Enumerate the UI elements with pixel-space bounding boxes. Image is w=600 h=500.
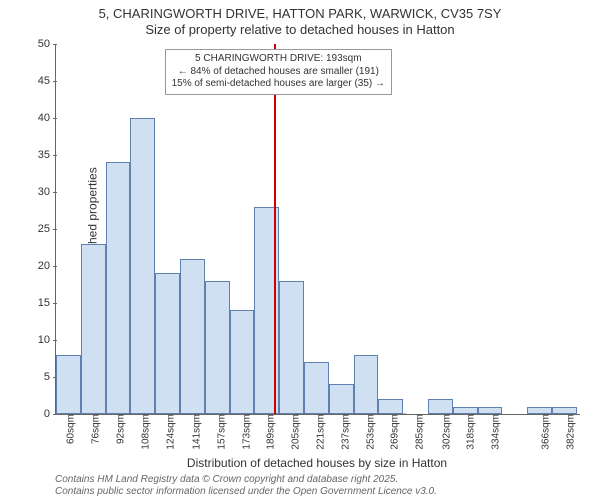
y-tick: 25 bbox=[25, 223, 56, 235]
histogram-bar bbox=[478, 407, 503, 414]
histogram-bar bbox=[453, 407, 478, 414]
chart-title-main: 5, CHARINGWORTH DRIVE, HATTON PARK, WARW… bbox=[0, 6, 600, 21]
chart-title-sub: Size of property relative to detached ho… bbox=[0, 22, 600, 37]
y-tick: 45 bbox=[25, 75, 56, 87]
histogram-bar bbox=[428, 399, 453, 414]
x-tick: 382sqm bbox=[559, 414, 576, 450]
x-tick: 60sqm bbox=[60, 414, 77, 444]
x-tick: 173sqm bbox=[235, 414, 252, 450]
attribution-line2: Contains public sector information licen… bbox=[55, 486, 437, 498]
x-tick: 253sqm bbox=[359, 414, 376, 450]
histogram-bar bbox=[155, 273, 180, 414]
annotation-line3: 15% of semi-detached houses are larger (… bbox=[172, 78, 385, 91]
histogram-bar bbox=[106, 162, 131, 414]
histogram-bar bbox=[180, 259, 205, 414]
x-tick: 108sqm bbox=[134, 414, 151, 450]
attribution-line1: Contains HM Land Registry data © Crown c… bbox=[55, 474, 437, 486]
plot-area: 5 CHARINGWORTH DRIVE: 193sqm ← 84% of de… bbox=[55, 44, 580, 415]
x-tick: 237sqm bbox=[334, 414, 351, 450]
y-tick: 30 bbox=[25, 186, 56, 198]
x-tick: 302sqm bbox=[435, 414, 452, 450]
x-tick: 318sqm bbox=[460, 414, 477, 450]
y-tick: 0 bbox=[25, 408, 56, 420]
x-tick: 141sqm bbox=[185, 414, 202, 450]
reference-line bbox=[274, 44, 276, 414]
histogram-bar bbox=[56, 355, 81, 414]
annotation-line1: 5 CHARINGWORTH DRIVE: 193sqm bbox=[172, 53, 385, 66]
histogram-bar bbox=[81, 244, 106, 414]
x-tick: 285sqm bbox=[409, 414, 426, 450]
x-tick: 124sqm bbox=[159, 414, 176, 450]
annotation-line2: ← 84% of detached houses are smaller (19… bbox=[172, 66, 385, 79]
histogram-bar bbox=[378, 399, 403, 414]
y-tick: 50 bbox=[25, 38, 56, 50]
y-tick: 40 bbox=[25, 112, 56, 124]
annotation-box: 5 CHARINGWORTH DRIVE: 193sqm ← 84% of de… bbox=[165, 49, 392, 95]
y-tick: 20 bbox=[25, 260, 56, 272]
chart-container: 5, CHARINGWORTH DRIVE, HATTON PARK, WARW… bbox=[0, 0, 600, 500]
y-tick: 15 bbox=[25, 297, 56, 309]
histogram-bar bbox=[230, 310, 255, 414]
x-tick: 221sqm bbox=[310, 414, 327, 450]
histogram-bar bbox=[205, 281, 230, 414]
y-tick: 5 bbox=[25, 371, 56, 383]
x-tick: 205sqm bbox=[285, 414, 302, 450]
x-tick: 92sqm bbox=[110, 414, 127, 444]
x-tick: 76sqm bbox=[85, 414, 102, 444]
histogram-bar bbox=[304, 362, 329, 414]
histogram-bar bbox=[527, 407, 552, 414]
histogram-bar bbox=[354, 355, 379, 414]
histogram-bar bbox=[279, 281, 304, 414]
y-tick: 35 bbox=[25, 149, 56, 161]
x-tick: 269sqm bbox=[384, 414, 401, 450]
histogram-bar bbox=[552, 407, 577, 414]
histogram-bar bbox=[329, 384, 354, 414]
x-tick: 189sqm bbox=[260, 414, 277, 450]
x-axis-label: Distribution of detached houses by size … bbox=[55, 456, 579, 470]
y-tick: 10 bbox=[25, 334, 56, 346]
x-tick: 366sqm bbox=[534, 414, 551, 450]
attribution: Contains HM Land Registry data © Crown c… bbox=[55, 474, 437, 498]
x-tick: 334sqm bbox=[485, 414, 502, 450]
histogram-bar bbox=[130, 118, 155, 414]
x-tick: 157sqm bbox=[210, 414, 227, 450]
